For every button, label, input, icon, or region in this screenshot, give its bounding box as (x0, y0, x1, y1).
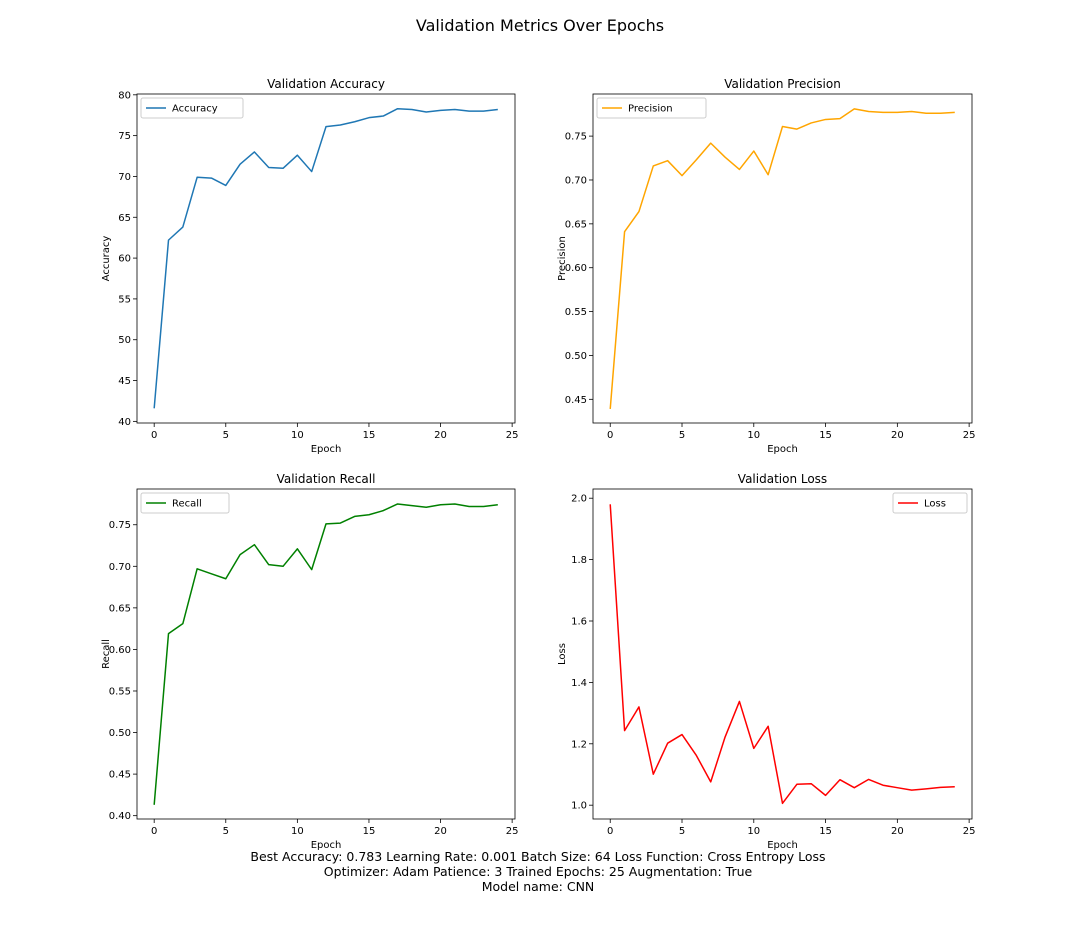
precision-xtick-label: 0 (607, 430, 613, 441)
recall-title: Validation Recall (277, 472, 376, 486)
recall-legend-label: Recall (172, 499, 202, 510)
precision-ytick-label: 0.70 (565, 175, 587, 186)
precision-ytick-label: 0.50 (565, 351, 587, 362)
loss-xtick-label: 10 (747, 826, 760, 837)
figure-title: Validation Metrics Over Epochs (416, 16, 664, 35)
recall-ytick-label: 0.50 (109, 728, 131, 739)
accuracy-ytick-label: 45 (118, 376, 131, 387)
precision-xtick-label: 15 (819, 430, 832, 441)
accuracy-xtick-label: 5 (223, 430, 229, 441)
loss-ytick-label: 1.4 (571, 678, 587, 689)
precision-ytick-label: 0.65 (565, 219, 587, 230)
recall-ytick-label: 0.55 (109, 686, 131, 697)
loss-series-line (609, 504, 955, 805)
loss-ylabel: Loss (557, 643, 568, 665)
loss-xlabel: Epoch (767, 840, 798, 851)
recall-ylabel: Recall (101, 639, 112, 669)
recall-legend: Recall (140, 492, 230, 514)
precision-series-line (609, 108, 955, 410)
footer-line-2: Optimizer: Adam Patience: 3 Trained Epoc… (324, 864, 753, 879)
accuracy-ytick-label: 40 (118, 417, 131, 428)
recall-xlabel: Epoch (311, 840, 342, 851)
precision-xlabel: Epoch (767, 444, 798, 455)
accuracy-legend: Accuracy (140, 97, 244, 119)
loss-xtick-label: 20 (891, 826, 904, 837)
accuracy-xtick-label: 20 (434, 430, 447, 441)
loss-ytick-label: 1.2 (571, 739, 587, 750)
recall-xtick-label: 0 (151, 826, 157, 837)
footer-line-1: Best Accuracy: 0.783 Learning Rate: 0.00… (250, 849, 825, 864)
loss-xtick-label: 15 (819, 826, 832, 837)
loss-ytick-label: 2.0 (571, 494, 587, 505)
precision-xtick-label: 25 (963, 430, 976, 441)
recall-ytick-label: 0.45 (109, 770, 131, 781)
accuracy-xtick-label: 15 (363, 430, 376, 441)
accuracy-legend-label: Accuracy (172, 104, 218, 115)
recall-ytick-label: 0.60 (109, 645, 131, 656)
recall-legend-box (140, 492, 230, 514)
precision-xtick-label: 5 (679, 430, 685, 441)
loss-ytick-label: 1.6 (571, 617, 587, 628)
loss-axes-frame (592, 488, 973, 820)
precision-ylabel: Precision (557, 236, 568, 281)
recall-ytick-label: 0.75 (109, 520, 131, 531)
subplot-precision: Validation Precision 0 5 10 15 20 25 0.45 0.50 0.… (557, 77, 975, 455)
accuracy-title: Validation Accuracy (267, 77, 385, 91)
loss-ytick-label: 1.0 (571, 801, 587, 812)
accuracy-axes-frame (136, 93, 516, 424)
loss-legend: Loss (892, 492, 968, 514)
precision-ytick-label: 0.45 (565, 395, 587, 406)
accuracy-legend-box (140, 97, 244, 119)
subplot-loss: Validation Loss 0 5 10 15 20 25 1.0 1.2 1.4 1.6 1.8… (557, 472, 975, 851)
recall-xtick-label: 5 (223, 826, 229, 837)
accuracy-xlabel: Epoch (311, 444, 342, 455)
footer-line-3: Model name: CNN (482, 879, 595, 894)
precision-legend-box (596, 97, 707, 119)
accuracy-ytick-label: 75 (118, 131, 131, 142)
recall-xtick-label: 15 (363, 826, 376, 837)
precision-legend: Precision (596, 97, 707, 119)
accuracy-xtick-label: 0 (151, 430, 157, 441)
precision-xtick-label: 10 (747, 430, 760, 441)
recall-series-line (153, 503, 498, 805)
accuracy-ytick-label: 65 (118, 213, 131, 224)
accuracy-ytick-label: 55 (118, 294, 131, 305)
loss-legend-box (892, 492, 968, 514)
recall-axes-frame (136, 488, 516, 820)
accuracy-ytick-label: 50 (118, 335, 131, 346)
precision-ytick-label: 0.55 (565, 307, 587, 318)
precision-legend-label: Precision (628, 104, 673, 115)
accuracy-series-line (153, 107, 498, 409)
precision-ytick-label: 0.60 (565, 263, 587, 274)
accuracy-ytick-label: 70 (118, 172, 131, 183)
precision-xtick-label: 20 (891, 430, 904, 441)
recall-xtick-label: 10 (291, 826, 304, 837)
subplot-accuracy: Validation Accuracy 0 5 10 15 20 25 40 45 50 55 60 6… (101, 77, 519, 455)
loss-xtick-label: 5 (679, 826, 685, 837)
recall-ytick-label: 0.65 (109, 603, 131, 614)
precision-ytick-label: 0.75 (565, 132, 587, 143)
accuracy-ytick-label: 60 (118, 254, 131, 265)
recall-ytick-label: 0.40 (109, 811, 131, 822)
precision-title: Validation Precision (724, 77, 841, 91)
recall-ytick-label: 0.70 (109, 562, 131, 573)
loss-xtick-label: 0 (607, 826, 613, 837)
loss-xtick-label: 25 (963, 826, 976, 837)
loss-legend-label: Loss (924, 499, 946, 510)
recall-xtick-label: 20 (434, 826, 447, 837)
precision-axes-frame (592, 93, 973, 424)
subplot-recall: Validation Recall 0 5 10 15 20 25 0.40 0.45 0.50 0… (101, 472, 519, 851)
accuracy-ytick-label: 80 (118, 90, 131, 101)
loss-title: Validation Loss (738, 472, 827, 486)
loss-ytick-label: 1.8 (571, 555, 587, 566)
accuracy-ylabel: Accuracy (101, 236, 112, 282)
accuracy-xtick-label: 25 (506, 430, 519, 441)
recall-xtick-label: 25 (506, 826, 519, 837)
accuracy-xtick-label: 10 (291, 430, 304, 441)
